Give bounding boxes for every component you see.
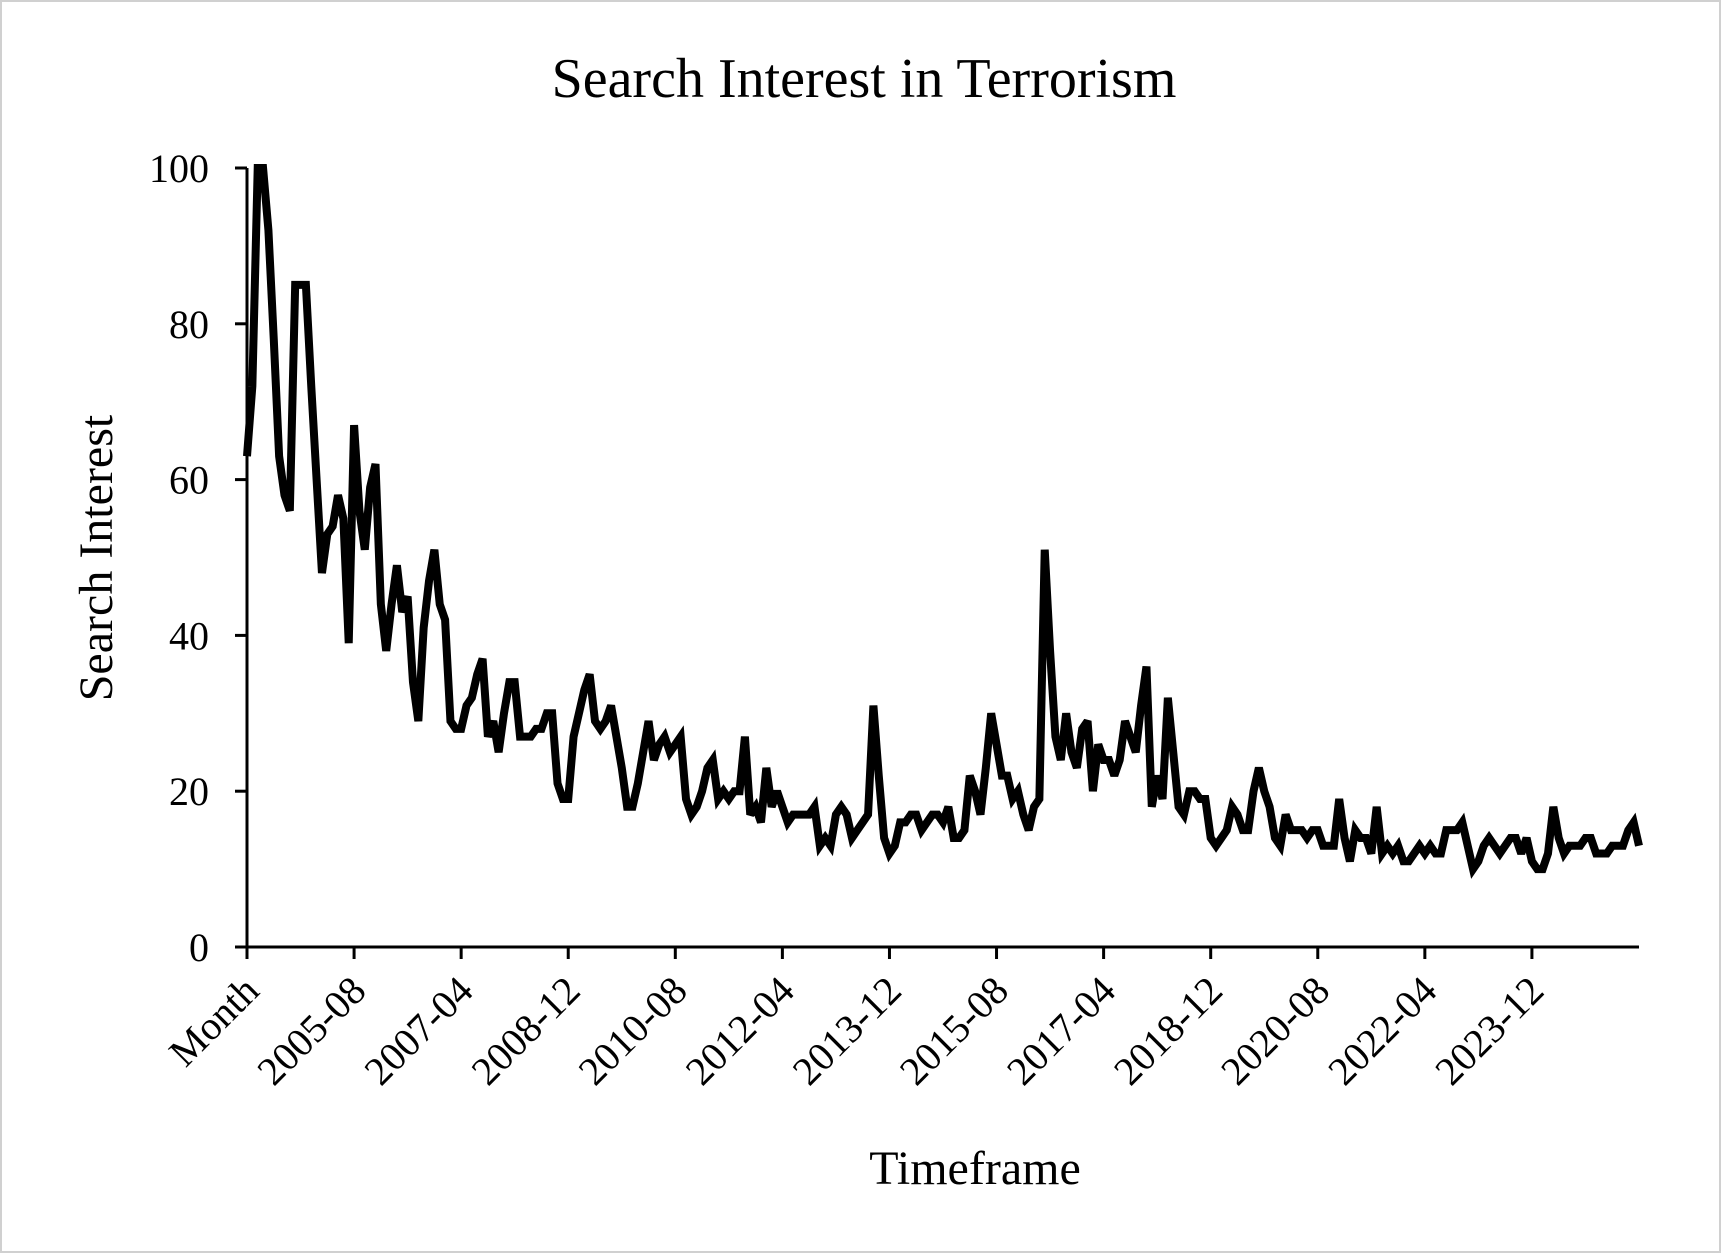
x-tick-label: 2008-12: [462, 968, 588, 1094]
series-group: [243, 164, 1643, 879]
y-axis-label: Search Interest: [70, 414, 123, 701]
x-tick-label: 2022-04: [1319, 968, 1445, 1094]
x-tick-label: 2010-08: [570, 968, 696, 1094]
x-tick-label: 2017-04: [998, 968, 1124, 1094]
y-tick-label: 80: [169, 302, 209, 347]
series-line: [243, 164, 1643, 879]
x-tick-label: 2007-04: [355, 968, 481, 1094]
x-tick-label: 2023-12: [1426, 968, 1552, 1094]
y-tick-label: 40: [169, 613, 209, 658]
x-tick-label: 2018-12: [1105, 968, 1231, 1094]
x-tick-label: 2005-08: [248, 968, 374, 1094]
chart-title: Search Interest in Terrorism: [552, 48, 1177, 110]
y-tick-label: 20: [169, 769, 209, 814]
y-tick-label: 100: [149, 146, 209, 191]
x-tick-label: 2020-08: [1212, 968, 1338, 1094]
x-tick-label: 2012-04: [677, 968, 803, 1094]
x-axis-label: Timeframe: [869, 1142, 1081, 1195]
y-tick-label: 60: [169, 458, 209, 503]
axes: [245, 168, 1639, 949]
x-tick-label: 2015-08: [891, 968, 1017, 1094]
y-tick-label: 0: [189, 925, 209, 970]
tick-marks: 020406080100Month2005-082007-042008-1220…: [149, 146, 1552, 1094]
x-tick-label: 2013-12: [784, 968, 910, 1094]
